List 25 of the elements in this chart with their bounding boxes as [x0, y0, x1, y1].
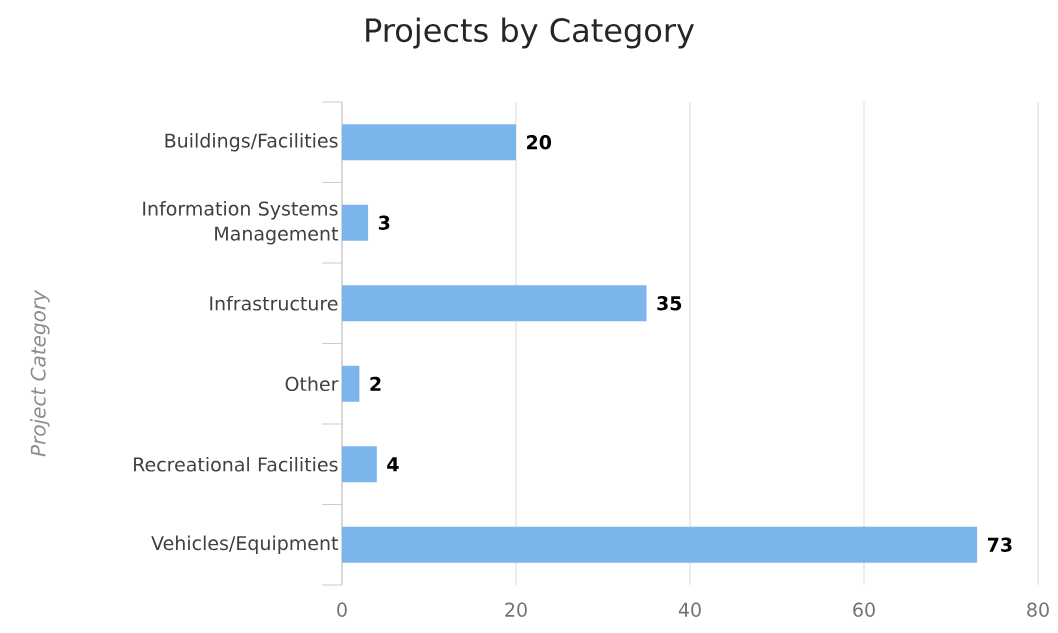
- x-tick-label: 0: [337, 602, 347, 617]
- bar: [342, 124, 516, 161]
- bar: [342, 204, 369, 241]
- bar: [342, 365, 360, 402]
- y-tick-label: Other: [285, 376, 339, 392]
- data-label: 20: [527, 135, 552, 150]
- x-tick-label: 40: [678, 602, 701, 617]
- y-tick-label: Buildings/Facilities: [165, 133, 338, 152]
- y-tick-label: Vehicles/Equipment: [151, 535, 339, 554]
- bar: [342, 526, 978, 563]
- x-tick-label: 20: [505, 602, 527, 617]
- bar: [342, 446, 377, 483]
- data-label: 73: [987, 537, 1012, 552]
- data-label: 35: [657, 296, 682, 311]
- y-tick-label: Information Systems Management: [143, 201, 339, 245]
- data-label: 4: [387, 457, 399, 472]
- y-axis-title: Project Category: [30, 289, 50, 457]
- chart-title: Projects by Category: [366, 17, 695, 49]
- data-label: 3: [378, 215, 390, 230]
- y-tick-label: Infrastructure: [210, 295, 338, 311]
- data-label: 2: [370, 376, 381, 391]
- x-tick-label: 80: [1027, 602, 1049, 617]
- x-tick-label: 60: [853, 602, 875, 617]
- bar: [342, 285, 647, 322]
- y-tick-label: Recreational Facilities: [134, 456, 338, 472]
